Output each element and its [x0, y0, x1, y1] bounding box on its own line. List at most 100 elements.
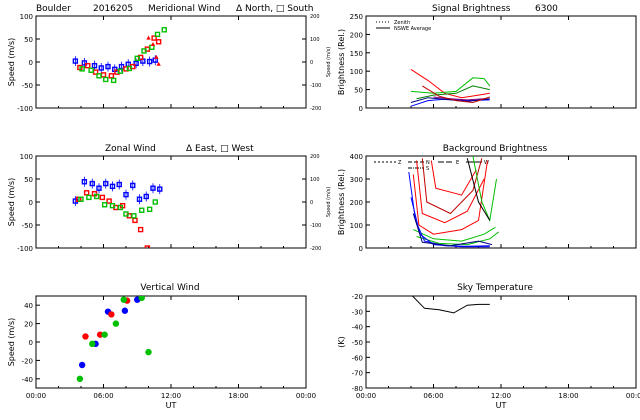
vertical-ytick-label: -20 — [22, 357, 33, 365]
sky-ytick-label: -60 — [352, 354, 363, 362]
meridional-ytick-label: 50 — [24, 36, 33, 44]
meridional-point — [88, 67, 94, 73]
sky-ytick-label: -70 — [352, 370, 363, 378]
zonal-ytick-label: 0 — [29, 199, 33, 207]
background-series-line — [412, 213, 493, 247]
meridional-legend: Δ North, □ South — [236, 4, 313, 14]
background-frame — [365, 155, 637, 249]
sky-ytick-label: -40 — [352, 324, 363, 332]
signal-title: Signal Brightness — [432, 4, 511, 14]
zonal-point — [99, 194, 106, 201]
background-ytick-label: 0 — [359, 245, 363, 253]
signal-chart: 250 200 150 100 50 0 Brightness (Rel.) ZenithNS… — [337, 13, 637, 113]
vertical-point — [108, 311, 115, 318]
zonal-point — [137, 226, 144, 233]
signal-ytick-label: 100 — [350, 68, 363, 76]
zonal-y2label: Speed (m/s) — [326, 187, 332, 217]
legend-nswe-label: NSWE Average — [394, 26, 431, 32]
vertical-ytick-label: 20 — [24, 321, 33, 329]
zonal-point — [152, 199, 158, 205]
background-ytick-label: 100 — [350, 222, 363, 230]
zonal-y2tick-label: 100 — [310, 177, 320, 183]
zonal-legend: Δ East, □ West — [186, 144, 254, 154]
wavelength-label: 6300 — [535, 4, 558, 14]
background-series-line — [416, 231, 500, 246]
vertical-xtick-label: 00:00 — [296, 392, 316, 400]
vertical-xtick-label: 06:00 — [93, 392, 113, 400]
background-series-line — [472, 156, 497, 223]
zonal-point — [78, 196, 84, 202]
meridional-y2tick-label: 0 — [310, 60, 313, 66]
background-series-line — [430, 160, 477, 196]
zonal-point — [83, 190, 90, 196]
zonal-point — [86, 194, 92, 201]
zonal-ytick-label: -100 — [17, 245, 33, 253]
vertical-point — [112, 320, 120, 327]
zonal-y2tick-label: 0 — [310, 200, 313, 206]
zonal-data — [72, 176, 163, 248]
signal-ytick-label: 150 — [350, 50, 363, 58]
background-chart: Background Brightness 400 300 200 100 0 Bright… — [337, 144, 637, 253]
zonal-point — [144, 245, 151, 248]
meridional-ytick-label: -50 — [22, 82, 33, 90]
signal-series-line — [416, 85, 490, 100]
meridional-point — [108, 73, 115, 79]
zonal-point — [117, 204, 124, 211]
sky-ytick-label: -80 — [352, 385, 363, 393]
meridional-ytick-label: 100 — [20, 13, 33, 21]
legend-e-label: E — [456, 160, 459, 166]
zonal-point — [106, 198, 112, 204]
zonal-y2tick-label: -200 — [310, 246, 321, 252]
signal-series-line — [410, 68, 490, 99]
zonal-y2tick-label: 200 — [310, 154, 320, 160]
meridional-y2label: Speed (m/s) — [326, 47, 332, 77]
zonal-ytick-label: 50 — [24, 176, 33, 184]
meridional-ytick-label: -100 — [17, 105, 33, 113]
background-ytick-label: 300 — [350, 176, 363, 184]
zonal-point — [139, 207, 145, 213]
meridional-point — [126, 65, 133, 72]
meridional-point — [146, 35, 151, 40]
meridional-point — [155, 39, 162, 45]
meridional-y2tick-label: 200 — [310, 14, 320, 20]
meridional-point — [110, 77, 117, 84]
background-title: Background Brightness — [443, 144, 548, 154]
vertical-title: Vertical Wind — [140, 283, 199, 293]
vertical-xlabel: UT — [166, 401, 177, 410]
signal-ytick-label: 50 — [354, 87, 363, 95]
signal-series-line — [410, 97, 490, 103]
meridional-point — [154, 54, 159, 59]
sky-xtick-label: 00:00 — [356, 392, 376, 400]
meridional-ylabel: Speed (m/s) — [7, 38, 16, 87]
zonal-point — [131, 213, 137, 219]
vertical-point — [96, 331, 104, 338]
signal-series-line — [422, 85, 490, 104]
site-name: Boulder — [36, 4, 71, 14]
meridional-y2tick-label: -200 — [310, 106, 321, 112]
meridional-point — [96, 73, 102, 79]
vertical-ytick-label: -40 — [22, 376, 33, 384]
vertical-point — [78, 361, 86, 369]
background-series-line — [413, 226, 496, 242]
signal-ytick-label: 0 — [359, 105, 363, 113]
background-data — [408, 156, 500, 248]
background-series-line — [410, 197, 490, 248]
meridional-point — [141, 48, 147, 54]
zonal-ylabel: Speed (m/s) — [7, 178, 16, 227]
vertical-point — [121, 307, 129, 314]
date-label: 2016205 — [93, 4, 133, 14]
legend-s-label: S — [426, 166, 429, 172]
vertical-xtick-label: 12:00 — [161, 392, 181, 400]
vertical-point — [76, 375, 84, 382]
zonal-frame — [35, 155, 307, 249]
meridional-point — [151, 35, 157, 41]
sky-xtick-label: 18:00 — [558, 392, 578, 400]
zonal-ytick-label: 100 — [20, 153, 33, 161]
meridional-point — [100, 72, 107, 78]
vertical-point — [138, 296, 145, 302]
meridional-title: Meridional Wind — [148, 4, 220, 14]
zonal-point — [101, 202, 108, 208]
zonal-point — [146, 206, 153, 213]
